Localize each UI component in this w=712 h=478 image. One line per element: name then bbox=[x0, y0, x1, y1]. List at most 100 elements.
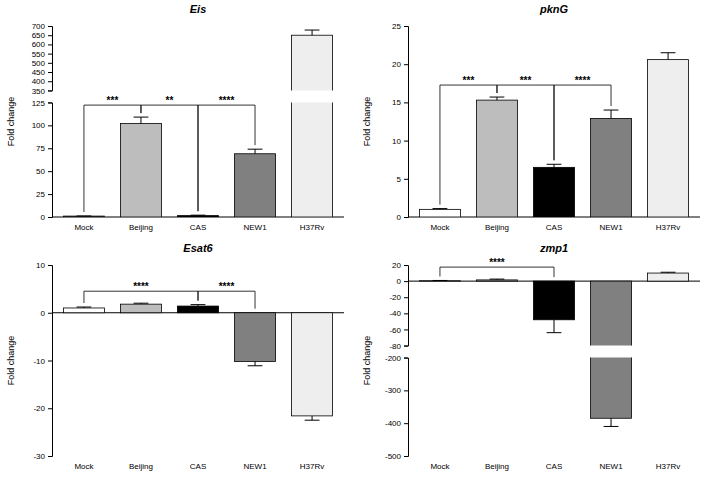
significance-label: **** bbox=[219, 95, 235, 106]
y-tick: 10 bbox=[392, 137, 408, 146]
y-axis-title: Fold change bbox=[362, 336, 372, 386]
y-axis: -30-20-10010 bbox=[33, 261, 52, 461]
y-tick-mark bbox=[404, 281, 408, 282]
significance-bracket bbox=[84, 105, 141, 212]
x-tick-label: Mock bbox=[74, 462, 94, 471]
error-bar bbox=[490, 279, 505, 281]
y-tick: 550 bbox=[32, 50, 52, 59]
y-tick-label: 100 bbox=[32, 121, 46, 130]
y-tick: 50 bbox=[36, 167, 52, 176]
bar bbox=[533, 281, 574, 320]
y-tick: 0 bbox=[41, 309, 52, 318]
bar bbox=[120, 304, 161, 313]
y-axis: 0255075100125 bbox=[32, 99, 53, 223]
significance-label: ** bbox=[166, 95, 174, 106]
chart-title: pknG bbox=[539, 3, 569, 15]
y-tick: 5 bbox=[397, 175, 408, 184]
error-bar bbox=[490, 97, 505, 100]
x-tick-label: NEW1 bbox=[599, 223, 623, 232]
y-tick-mark bbox=[48, 265, 52, 266]
x-tick-label: CAS bbox=[546, 462, 562, 471]
significance-bracket bbox=[84, 291, 198, 303]
error-bar bbox=[134, 303, 149, 305]
y-tick-label: 0 bbox=[41, 213, 46, 222]
y-tick-mark bbox=[48, 81, 52, 82]
y-tick-mark bbox=[404, 297, 408, 298]
y-tick-mark bbox=[404, 64, 408, 65]
y-axis-line bbox=[404, 27, 409, 218]
y-tick-label: 0 bbox=[41, 309, 46, 318]
bar bbox=[292, 313, 333, 416]
y-tick-mark bbox=[48, 72, 52, 73]
y-axis-line bbox=[48, 27, 53, 91]
error-bar bbox=[305, 30, 320, 35]
y-axis-line bbox=[404, 358, 409, 456]
y-tick-mark bbox=[404, 423, 408, 424]
y-tick: 700 bbox=[32, 22, 52, 31]
plot-marks bbox=[63, 30, 332, 217]
x-tick-label: H37Rv bbox=[300, 223, 324, 232]
y-tick: 0 bbox=[41, 213, 52, 222]
y-tick: 10 bbox=[36, 261, 52, 270]
plot-marks bbox=[63, 303, 332, 420]
y-axis-title: Fold change bbox=[6, 97, 16, 147]
y-tick-mark bbox=[48, 102, 52, 103]
y-tick-mark bbox=[48, 35, 52, 36]
y-tick-label: -40 bbox=[389, 309, 401, 318]
y-tick-mark bbox=[48, 26, 52, 27]
y-tick-label: 450 bbox=[32, 68, 46, 77]
y-tick-mark bbox=[48, 408, 52, 409]
x-tick-label: Beijing bbox=[129, 462, 153, 471]
y-tick: -10 bbox=[33, 357, 52, 366]
y-tick: -20 bbox=[389, 293, 408, 302]
y-axis-line bbox=[48, 266, 53, 457]
bar bbox=[533, 167, 574, 217]
y-tick-mark bbox=[48, 361, 52, 362]
error-bar bbox=[248, 149, 263, 154]
y-tick-label: 0 bbox=[397, 213, 402, 222]
y-tick: 25 bbox=[392, 22, 408, 31]
y-tick-mark bbox=[404, 265, 408, 266]
y-tick-label: 700 bbox=[32, 22, 46, 31]
y-tick-label: -500 bbox=[385, 452, 402, 461]
y-tick-label: 0 bbox=[397, 277, 402, 286]
bar bbox=[235, 154, 276, 217]
y-tick-label: 5 bbox=[397, 175, 402, 184]
y-tick: 25 bbox=[36, 190, 52, 199]
y-tick-mark bbox=[48, 313, 52, 314]
significance-label: **** bbox=[219, 281, 235, 292]
error-bar bbox=[305, 416, 320, 420]
error-bar bbox=[547, 320, 562, 333]
y-tick-mark bbox=[404, 102, 408, 103]
y-tick-mark bbox=[48, 148, 52, 149]
y-tick-label: 350 bbox=[32, 87, 46, 96]
x-tick-label: Beijing bbox=[485, 223, 509, 232]
y-axis-line bbox=[404, 266, 409, 347]
y-tick-label: 25 bbox=[36, 190, 45, 199]
error-bar bbox=[77, 307, 92, 309]
y-tick-mark bbox=[48, 54, 52, 55]
bar bbox=[177, 306, 218, 313]
plot-marks bbox=[419, 53, 688, 217]
bar bbox=[63, 308, 104, 313]
bar bbox=[476, 100, 517, 217]
significance-bracket bbox=[198, 291, 255, 309]
x-tick-label: Beijing bbox=[129, 223, 153, 232]
x-tick-label: CAS bbox=[546, 223, 562, 232]
y-tick: 20 bbox=[392, 60, 408, 69]
bar bbox=[476, 280, 517, 281]
significance-bracket bbox=[141, 105, 198, 211]
y-axis-title: Fold change bbox=[362, 97, 372, 147]
y-tick-label: 500 bbox=[32, 59, 46, 68]
y-tick: 20 bbox=[392, 261, 408, 270]
x-tick-label: Mock bbox=[430, 462, 450, 471]
y-tick: 0 bbox=[397, 213, 408, 222]
bar bbox=[177, 216, 218, 217]
x-tick-label: Mock bbox=[430, 223, 450, 232]
significance-label: **** bbox=[489, 257, 505, 268]
y-axis: 350400450500550600650700 bbox=[32, 22, 53, 95]
significance-label: *** bbox=[520, 75, 532, 86]
bar bbox=[648, 273, 689, 281]
significance-label: *** bbox=[107, 95, 119, 106]
y-tick-label: 550 bbox=[32, 50, 46, 59]
